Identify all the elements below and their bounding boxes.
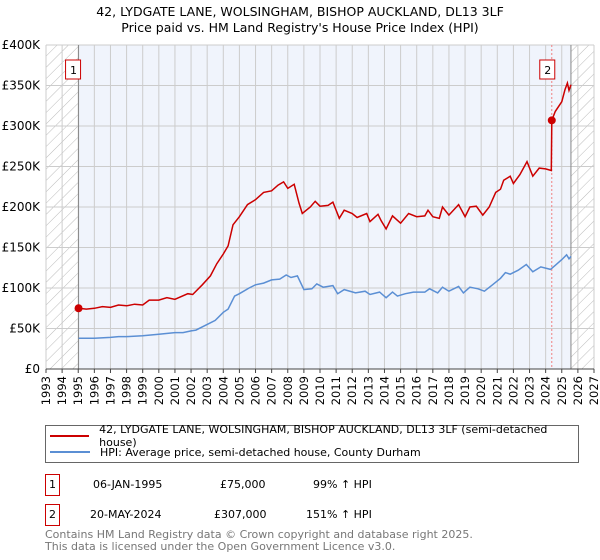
- x-tick-label: 2027: [587, 376, 600, 405]
- sale-label-box-1: [65, 59, 82, 80]
- sale-point-2: [547, 116, 556, 125]
- legend-label-hpi: HPI: Average price, semi-detached house,…: [100, 445, 421, 459]
- y-tick-label: £150K: [2, 241, 42, 255]
- x-tick-label: 2014: [377, 376, 391, 405]
- chart-title: 42, LYDGATE LANE, WOLSINGHAM, BISHOP AUC…: [96, 4, 504, 19]
- property-price-line: [78, 80, 572, 310]
- transaction-badge: 1: [45, 474, 60, 496]
- legend-item-hpi: HPI: Average price, semi-detached house,…: [50, 444, 421, 460]
- x-tick-label: 1996: [87, 376, 101, 405]
- x-tick-label: 2023: [523, 376, 537, 405]
- transaction-hpi: 99% ↑ HPI: [313, 478, 372, 491]
- footer-line-2: This data is licensed under the Open Gov…: [45, 540, 396, 553]
- transaction-price: £307,000: [214, 508, 267, 521]
- x-tick-label: 2017: [426, 376, 440, 405]
- x-tick-label: 2000: [152, 376, 166, 405]
- x-tick-label: 1998: [120, 376, 134, 405]
- sale-label-1: 1: [70, 64, 77, 77]
- x-tick-label: 1993: [39, 376, 53, 405]
- x-tick-label: 2011: [329, 376, 343, 405]
- x-tick-label: 2018: [442, 376, 456, 405]
- x-tick-label: 2026: [571, 376, 585, 405]
- x-tick-label: 1999: [136, 376, 150, 405]
- x-tick-label: 2022: [506, 376, 520, 405]
- transaction-price: £75,000: [220, 478, 266, 491]
- x-tick-label: 2025: [555, 376, 569, 405]
- x-tick-label: 2020: [474, 376, 488, 405]
- y-tick-label: £350K: [2, 79, 42, 93]
- legend-label-property: 42, LYDGATE LANE, WOLSINGHAM, BISHOP AUC…: [99, 423, 548, 449]
- sale-label-2: 2: [544, 64, 551, 77]
- y-tick-label: £200K: [2, 200, 42, 214]
- y-tick-label: £0: [25, 362, 40, 376]
- x-tick-label: 2015: [394, 376, 408, 405]
- transaction-hpi: 151% ↑ HPI: [306, 508, 372, 521]
- x-tick-label: 2019: [458, 376, 472, 405]
- x-tick-label: 2006: [249, 376, 263, 405]
- x-tick-label: 2007: [265, 376, 279, 405]
- x-tick-label: 2005: [232, 376, 246, 405]
- y-tick-label: £100K: [2, 281, 42, 295]
- x-tick-label: 2021: [490, 376, 504, 405]
- x-tick-label: 2002: [184, 376, 198, 405]
- y-tick-label: £400K: [2, 38, 42, 52]
- x-tick-label: 2008: [281, 376, 295, 405]
- x-tick-label: 2024: [539, 376, 553, 405]
- footer-line-1: Contains HM Land Registry data © Crown c…: [45, 528, 473, 541]
- y-tick-label: £300K: [2, 119, 42, 133]
- price-chart: 1993 1994 1995 1996 1997 1998 1999 2000 2001 2002…: [2, 38, 600, 405]
- x-tick-label: 2012: [345, 376, 359, 405]
- x-tick-label: 1995: [71, 376, 85, 405]
- x-tick-label: 2004: [216, 376, 230, 405]
- y-tick-label: £50K: [9, 322, 41, 336]
- hpi-line: [78, 253, 572, 339]
- legend: 42, LYDGATE LANE, WOLSINGHAM, BISHOP AUC…: [45, 423, 579, 463]
- legend-item-property: 42, LYDGATE LANE, WOLSINGHAM, BISHOP AUC…: [50, 423, 578, 449]
- x-tick-label: 1997: [103, 376, 117, 405]
- legend-line-property: [50, 435, 90, 437]
- legend-line-hpi: [50, 451, 90, 453]
- transaction-badge: 2: [45, 504, 60, 526]
- x-tick-label: 2009: [297, 376, 311, 405]
- x-tick-label: 2003: [200, 376, 214, 405]
- sale-label-box-2: [539, 59, 556, 80]
- footer: Contains HM Land Registry data © Crown c…: [45, 529, 473, 553]
- x-tick-label: 2016: [410, 376, 424, 405]
- y-tick-label: £250K: [2, 160, 42, 174]
- x-tick-label: 2013: [361, 376, 375, 405]
- x-tick-label: 2001: [168, 376, 182, 405]
- transaction-date: 06-JAN-1995: [93, 478, 163, 491]
- x-tick-label: 1994: [55, 376, 69, 405]
- transaction-date: 20-MAY-2024: [90, 508, 162, 521]
- sale-point-1: [74, 304, 83, 313]
- x-tick-label: 2010: [313, 376, 327, 405]
- chart-subtitle: Price paid vs. HM Land Registry's House …: [121, 20, 479, 35]
